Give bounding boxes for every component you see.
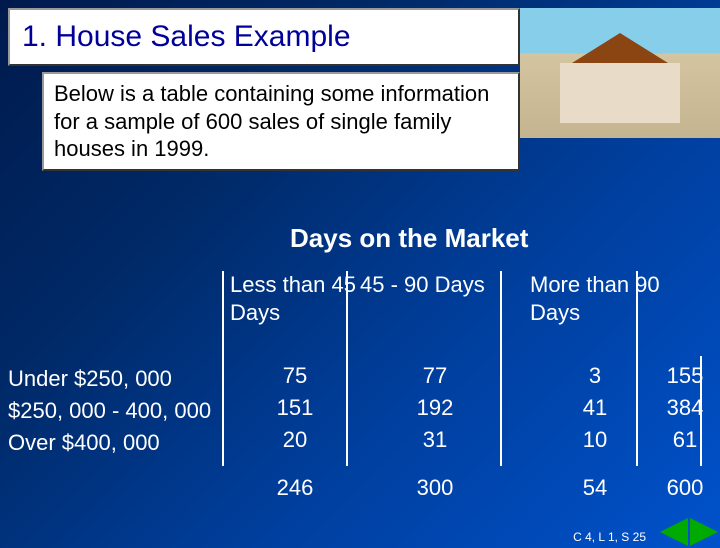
table-cell: 192 — [360, 395, 510, 421]
table-divider — [222, 271, 224, 466]
slide-heading: 1. House Sales Example — [22, 20, 506, 54]
nav-arrows — [660, 518, 718, 546]
table-cell: 155 — [650, 363, 720, 389]
slide-heading-box: 1. House Sales Example — [8, 8, 520, 66]
table-cell: 31 — [360, 427, 510, 453]
table-cell: 246 — [230, 475, 360, 501]
slide-reference: C 4, L 1, S 25 — [573, 530, 646, 544]
table-cell: 151 — [230, 395, 360, 421]
row-labels: Under $250, 000 $250, 000 - 400, 000 Ove… — [8, 363, 211, 459]
table-cell: 300 — [360, 475, 510, 501]
table-cell: 384 — [650, 395, 720, 421]
table-title: Days on the Market — [290, 223, 528, 254]
table-cell: 54 — [530, 475, 660, 501]
col-header-0: Less than 45 Days — [230, 271, 360, 326]
intro-text-box: Below is a table containing some informa… — [42, 72, 520, 171]
table-cell: 75 — [230, 363, 360, 389]
house-photo — [520, 8, 720, 138]
next-arrow-icon[interactable] — [690, 518, 718, 546]
table-cell: 20 — [230, 427, 360, 453]
table-cell: 10 — [530, 427, 660, 453]
intro-text: Below is a table containing some informa… — [54, 80, 508, 163]
table-cell: 600 — [650, 475, 720, 501]
col-header-2: More than 90 Days — [530, 271, 660, 326]
table-cell: 41 — [530, 395, 660, 421]
col-header-1: 45 - 90 Days — [360, 271, 510, 299]
table-cell: 61 — [650, 427, 720, 453]
row-label-2: Over $400, 000 — [8, 427, 211, 459]
row-label-1: $250, 000 - 400, 000 — [8, 395, 211, 427]
table-cell: 3 — [530, 363, 660, 389]
row-label-0: Under $250, 000 — [8, 363, 211, 395]
table-cell: 77 — [360, 363, 510, 389]
prev-arrow-icon[interactable] — [660, 518, 688, 546]
